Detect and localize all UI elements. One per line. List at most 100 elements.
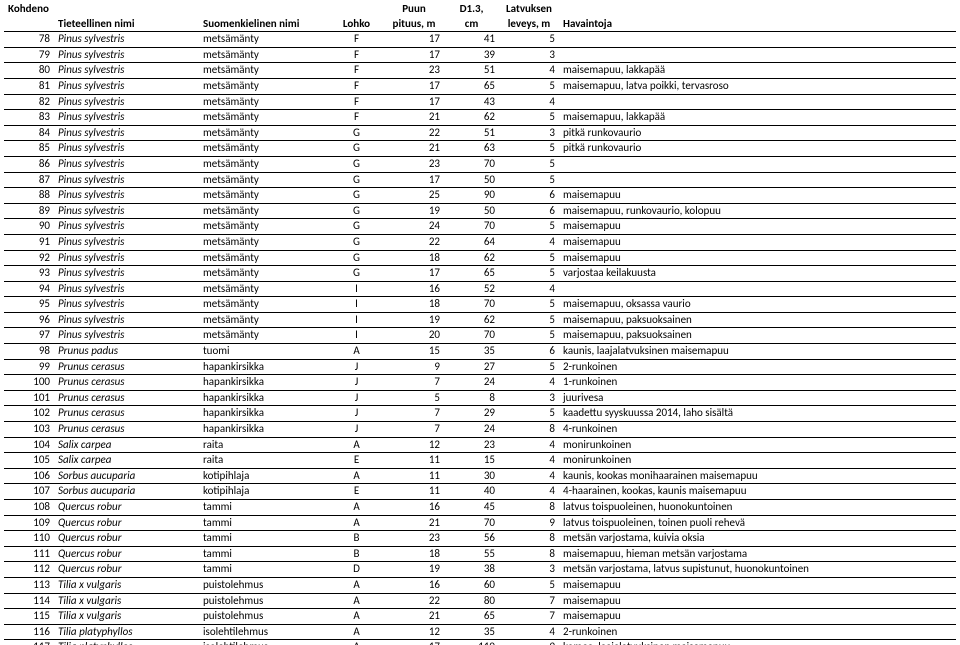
cell-d13: 40	[444, 484, 499, 500]
cell-lohko: F	[329, 32, 384, 48]
cell-havaintoja: maisemapuu, lakkapää	[559, 63, 956, 79]
cell-sci: Pinus sylvestris	[54, 188, 199, 204]
cell-kohdeno: 83	[4, 110, 54, 126]
cell-havaintoja: maisemapuu	[559, 609, 956, 625]
cell-sci: Pinus sylvestris	[54, 219, 199, 235]
cell-havaintoja: 4-runkoinen	[559, 422, 956, 438]
cell-kohdeno: 89	[4, 203, 54, 219]
cell-lohko: G	[329, 188, 384, 204]
table-row: 81Pinus sylvestrismetsämäntyF17655maisem…	[4, 78, 956, 94]
cell-latvus: 9	[499, 640, 559, 645]
table-row: 101Prunus cerasushapankirsikkaJ583juuriv…	[4, 390, 956, 406]
cell-pituus: 19	[384, 562, 444, 578]
cell-kohdeno: 90	[4, 219, 54, 235]
table-row: 92Pinus sylvestrismetsämäntyG18625maisem…	[4, 250, 956, 266]
hdr-d13-top: D1.3,	[448, 2, 495, 17]
cell-d13: 45	[444, 500, 499, 516]
cell-latvus: 7	[499, 593, 559, 609]
cell-lohko: F	[329, 94, 384, 110]
cell-pituus: 23	[384, 531, 444, 547]
cell-fin: metsämänty	[199, 32, 329, 48]
cell-kohdeno: 106	[4, 468, 54, 484]
cell-latvus: 5	[499, 141, 559, 157]
cell-fin: metsämänty	[199, 78, 329, 94]
table-row: 87Pinus sylvestrismetsämäntyG17505	[4, 172, 956, 188]
cell-sci: Prunus cerasus	[54, 359, 199, 375]
cell-fin: metsämänty	[199, 63, 329, 79]
hdr-lohko: Lohko	[329, 2, 384, 32]
cell-latvus: 5	[499, 577, 559, 593]
cell-latvus: 6	[499, 344, 559, 360]
cell-d13: 50	[444, 172, 499, 188]
table-row: 114Tilia x vulgarispuistolehmusA22807mai…	[4, 593, 956, 609]
table-row: 103Prunus cerasushapankirsikkaJ72484-run…	[4, 422, 956, 438]
cell-d13: 24	[444, 422, 499, 438]
cell-havaintoja: maisemapuu, paksuoksainen	[559, 312, 956, 328]
cell-havaintoja: latvus toispuoleinen, toinen puoli rehev…	[559, 515, 956, 531]
cell-lohko: D	[329, 562, 384, 578]
cell-pituus: 16	[384, 281, 444, 297]
cell-latvus: 4	[499, 281, 559, 297]
cell-havaintoja: kaunis, kookas monihaarainen maisemapuu	[559, 468, 956, 484]
cell-lohko: J	[329, 390, 384, 406]
table-row: 108Quercus roburtammiA16458latvus toispu…	[4, 500, 956, 516]
cell-pituus: 17	[384, 78, 444, 94]
cell-havaintoja: 2-runkoinen	[559, 624, 956, 640]
cell-latvus: 4	[499, 468, 559, 484]
cell-fin: metsämänty	[199, 156, 329, 172]
cell-kohdeno: 112	[4, 562, 54, 578]
cell-fin: metsämänty	[199, 110, 329, 126]
cell-lohko: G	[329, 266, 384, 282]
cell-havaintoja: pitkä runkovaurio	[559, 125, 956, 141]
table-row: 96Pinus sylvestrismetsämäntyI19625maisem…	[4, 312, 956, 328]
cell-latvus: 3	[499, 125, 559, 141]
cell-sci: Prunus cerasus	[54, 390, 199, 406]
cell-pituus: 5	[384, 390, 444, 406]
table-row: 78Pinus sylvestrismetsämäntyF17415	[4, 32, 956, 48]
cell-d13: 8	[444, 390, 499, 406]
cell-havaintoja	[559, 156, 956, 172]
cell-lohko: J	[329, 375, 384, 391]
cell-latvus: 5	[499, 328, 559, 344]
cell-havaintoja: monirunkoinen	[559, 437, 956, 453]
cell-pituus: 16	[384, 577, 444, 593]
cell-latvus: 5	[499, 156, 559, 172]
cell-sci: Pinus sylvestris	[54, 156, 199, 172]
cell-havaintoja: 1-runkoinen	[559, 375, 956, 391]
cell-lohko: A	[329, 515, 384, 531]
cell-pituus: 7	[384, 375, 444, 391]
cell-sci: Pinus sylvestris	[54, 281, 199, 297]
cell-sci: Pinus sylvestris	[54, 328, 199, 344]
cell-d13: 52	[444, 281, 499, 297]
cell-d13: 65	[444, 609, 499, 625]
cell-sci: Pinus sylvestris	[54, 203, 199, 219]
cell-kohdeno: 108	[4, 500, 54, 516]
cell-sci: Pinus sylvestris	[54, 125, 199, 141]
cell-latvus: 5	[499, 406, 559, 422]
cell-d13: 62	[444, 250, 499, 266]
cell-fin: metsämänty	[199, 234, 329, 250]
hdr-d13-sub: cm	[448, 17, 495, 32]
cell-lohko: I	[329, 328, 384, 344]
cell-sci: Pinus sylvestris	[54, 47, 199, 63]
table-row: 83Pinus sylvestrismetsämäntyF21625maisem…	[4, 110, 956, 126]
hdr-latv-top: Latvuksen	[503, 2, 555, 17]
cell-fin: puistolehmus	[199, 609, 329, 625]
cell-havaintoja: 4-haarainen, kookas, kaunis maisemapuu	[559, 484, 956, 500]
table-row: 79Pinus sylvestrismetsämäntyF17393	[4, 47, 956, 63]
cell-lohko: J	[329, 422, 384, 438]
table-row: 86Pinus sylvestrismetsämäntyG23705	[4, 156, 956, 172]
table-row: 90Pinus sylvestrismetsämäntyG24705maisem…	[4, 219, 956, 235]
hdr-fin: Suomenkielinen nimi	[199, 2, 329, 32]
cell-fin: hapankirsikka	[199, 422, 329, 438]
hdr-puun: Puun pituus, m	[384, 2, 444, 32]
cell-fin: puistolehmus	[199, 593, 329, 609]
hdr-d13: D1.3, cm	[444, 2, 499, 32]
cell-d13: 50	[444, 203, 499, 219]
cell-pituus: 24	[384, 219, 444, 235]
cell-kohdeno: 114	[4, 593, 54, 609]
cell-pituus: 20	[384, 328, 444, 344]
cell-latvus: 5	[499, 312, 559, 328]
cell-lohko: B	[329, 546, 384, 562]
cell-latvus: 5	[499, 32, 559, 48]
